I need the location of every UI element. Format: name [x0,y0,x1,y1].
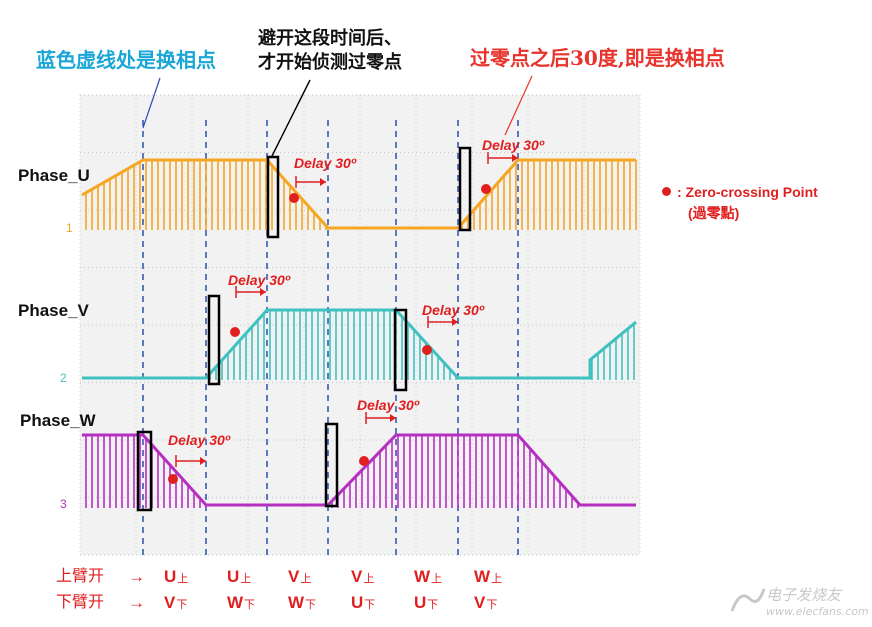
waveform-phase-w [82,433,636,508]
upper-arm-switch-sub: 上 [177,573,189,585]
upper-arm-switch-letter: W [474,567,491,586]
zero-crossing-legend-sub: (過零點) [688,205,740,221]
watermark-logo-icon [730,588,766,612]
watermark-url: www.elecfans.com [766,605,869,618]
blanking-caption-line2: 才开始侦测过零点 [258,52,402,73]
lower-arm-switch-sub: 下 [364,599,376,611]
lower-arm-switch-sub: 下 [486,599,498,611]
upper-arm-switch: U上 [227,568,251,585]
delay-arrowhead [200,457,206,465]
lower-arm-switch-sub: 下 [176,599,188,611]
channel-1-marker: 1 [66,221,73,235]
lower-arm-switch-letter: W [288,593,305,612]
upper-arm-switch-sub: 上 [300,573,312,585]
blanking-caption-line1: 避开这段时间后、 [258,28,402,49]
phase-v-label: Phase_V [18,301,89,320]
upper-arm-switch: V上 [351,568,374,585]
upper-arm-switch-sub: 上 [240,573,252,585]
waveform-envelope [81,158,636,230]
upper-arm-switch-letter: U [227,567,240,586]
delay-arrowhead [260,288,266,296]
lower-arm-label: 下臂开 [56,592,105,611]
red-caption-pointer [504,75,533,136]
lower-arm-switch: W下 [288,594,316,611]
upper-arm-switch-letter: W [414,567,431,586]
delay-label-v2: Delay 30º [422,302,484,318]
lower-arm-arrow: → [128,593,145,612]
zero-crossing-dots [168,184,491,484]
blanking-box [136,430,153,512]
upper-arm-switch-sub: 上 [363,573,375,585]
zero-crossing-dot [422,345,432,355]
blanking-box [207,294,221,386]
zero-crossing-dot [168,474,178,484]
zero-crossing-caption: 过零点之后30度,即是换相点 [470,46,725,70]
delay-label-v1: Delay 30º [228,272,290,288]
channel-3-marker: 3 [60,497,67,511]
blanking-box [393,308,408,392]
upper-arm-arrow: → [128,567,145,586]
upper-arm-switch: U上 [164,568,188,585]
blue-line-caption: 蓝色虚线处是换相点 [36,48,216,72]
lower-arm-switch-sub: 下 [244,599,256,611]
zero-crossing-dot [481,184,491,194]
upper-arm-switch: W上 [414,568,442,585]
zero-crossing-dot [289,193,299,203]
blanking-box [324,422,339,508]
zero-crossing-legend-dot [662,187,671,196]
delay-label-w2: Delay 30º [357,397,419,413]
zero-crossing-dot [359,456,369,466]
lower-arm-switch-sub: 下 [427,599,439,611]
lower-arm-switch: V下 [164,594,187,611]
phase-u-label: Phase_U [18,166,90,185]
upper-arm-switch-letter: U [164,567,177,586]
blanking-caption-pointer [270,79,311,159]
delay-label-u2: Delay 30º [482,137,544,153]
lower-arm-switch: U下 [414,594,438,611]
delay-arrowhead [320,178,326,186]
lower-arm-switch: V下 [474,594,497,611]
blanking-box [458,146,472,232]
zero-crossing-legend: : Zero-crossing Point [677,184,818,200]
upper-arm-switch-sub: 上 [431,573,443,585]
delay-label-u1: Delay 30º [294,155,356,171]
lower-arm-switch-sub: 下 [305,599,317,611]
blanking-boxes [136,146,472,512]
watermark-cn: 电子发烧友 [766,586,842,604]
delay-label-w1: Delay 30º [168,432,230,448]
lower-arm-switch: U下 [351,594,375,611]
lower-arm-switch-letter: U [351,593,364,612]
waveform-phase-u [81,158,637,230]
waveform-envelope [82,308,637,380]
upper-arm-switch-letter: V [351,567,363,586]
upper-arm-label: 上臂开 [56,566,105,585]
zero-crossing-dot [230,327,240,337]
delay-arrowhead [452,318,458,326]
delay-arrowhead [512,154,518,162]
lower-arm-switch-letter: V [474,593,486,612]
delay-arrowhead [390,414,396,422]
annotation-pointers [142,75,533,159]
lower-arm-switch: W下 [227,594,255,611]
upper-arm-switch-letter: V [288,567,300,586]
upper-arm-switch: W上 [474,568,502,585]
lower-arm-switch-letter: U [414,593,427,612]
lower-arm-switch-letter: V [164,593,176,612]
lower-arm-switch-letter: W [227,593,244,612]
upper-arm-switch-sub: 上 [491,573,503,585]
upper-arm-switch: V上 [288,568,311,585]
phase-w-label: Phase_W [20,411,96,430]
blanking-box [266,155,280,239]
delay-arrows [175,152,518,467]
blue-caption-pointer [142,77,161,129]
channel-2-marker: 2 [60,371,67,385]
